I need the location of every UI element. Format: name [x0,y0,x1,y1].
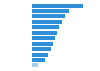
Bar [32,58,45,62]
Bar [32,31,57,35]
Bar [32,25,59,29]
Bar [32,9,69,13]
Bar [32,53,48,57]
Bar [32,42,53,46]
Bar [32,4,83,8]
Bar [32,36,55,40]
Bar [32,20,62,24]
Bar [32,63,38,67]
Bar [32,14,65,18]
Bar [32,47,51,51]
